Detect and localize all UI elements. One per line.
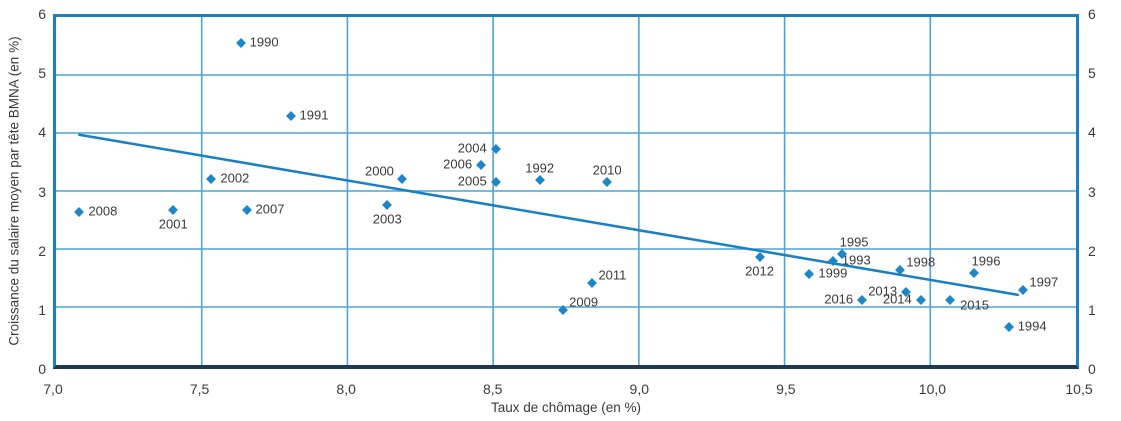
x-axis-title: Taux de chômage (en %) [490, 400, 642, 415]
x-tick-label: 10,0 [918, 381, 947, 397]
y-tick-label-right: 4 [1088, 124, 1096, 141]
point-label-2013: 2013 [868, 283, 898, 299]
y-tick-label-right: 3 [1088, 183, 1096, 200]
point-label-1997: 1997 [1029, 274, 1059, 290]
y-tick-label-left: 6 [38, 6, 46, 22]
point-label-1999: 1999 [818, 265, 848, 281]
y-tick-label-left: 3 [38, 183, 46, 200]
y-tick-label-right: 0 [1088, 361, 1096, 377]
y-tick-label-left: 0 [38, 361, 46, 377]
x-tick-label: 7,0 [43, 381, 63, 397]
point-label-1990: 1990 [249, 34, 279, 50]
point-label-2016: 2016 [824, 291, 854, 307]
point-label-2002: 2002 [220, 170, 250, 186]
x-tick-label: 9,0 [629, 381, 650, 397]
y-tick-label-right: 1 [1088, 301, 1096, 318]
point-label-1994: 1994 [1017, 318, 1047, 334]
point-label-2009: 2009 [569, 294, 599, 310]
point-label-2007: 2007 [255, 201, 285, 217]
y-tick-label-left: 1 [38, 301, 46, 318]
point-label-2003: 2003 [372, 211, 402, 227]
point-label-2001: 2001 [158, 216, 188, 232]
point-label-2008: 2008 [88, 203, 118, 219]
gridlines [56, 17, 1076, 365]
point-label-2004: 2004 [457, 140, 487, 156]
y-tick-label-right: 2 [1088, 242, 1096, 259]
point-label-1993: 1993 [841, 252, 871, 268]
grid-and-trend-svg [56, 17, 1076, 365]
x-tick-label: 8,0 [336, 381, 356, 397]
y-tick-label-right: 5 [1088, 65, 1096, 82]
point-label-2005: 2005 [457, 173, 487, 189]
point-label-2014: 2014 [882, 291, 912, 307]
point-label-2015: 2015 [960, 297, 989, 313]
y-tick-label-left: 2 [38, 242, 46, 259]
point-label-1995: 1995 [839, 234, 869, 250]
point-label-1998: 1998 [906, 254, 936, 270]
point-label-2006: 2006 [443, 156, 473, 172]
x-tick-label: 8,5 [482, 381, 503, 397]
y-axis-title: Croissance du salaire moyen par tête BMN… [6, 36, 22, 346]
point-label-2010: 2010 [592, 162, 622, 178]
y-tick-label-left: 4 [38, 124, 46, 141]
point-label-1996: 1996 [971, 253, 1001, 269]
plot-area: 1990 1991 1992 1993 1994 1995 1996 1997 1998 1999… [53, 14, 1079, 369]
trend-line [78, 133, 1020, 297]
point-label-2000: 2000 [364, 163, 394, 179]
point-label-1992: 1992 [525, 160, 555, 176]
x-tick-label: 9,5 [776, 381, 796, 397]
y-tick-label-left: 5 [38, 65, 46, 82]
y-tick-label-right: 6 [1088, 6, 1096, 22]
x-tick-label: 7,5 [189, 381, 210, 397]
point-label-2011: 2011 [598, 267, 627, 283]
point-label-2012: 2012 [745, 263, 774, 279]
x-tick-label: 10,5 [1065, 381, 1093, 397]
point-label-1991: 1991 [299, 107, 329, 123]
